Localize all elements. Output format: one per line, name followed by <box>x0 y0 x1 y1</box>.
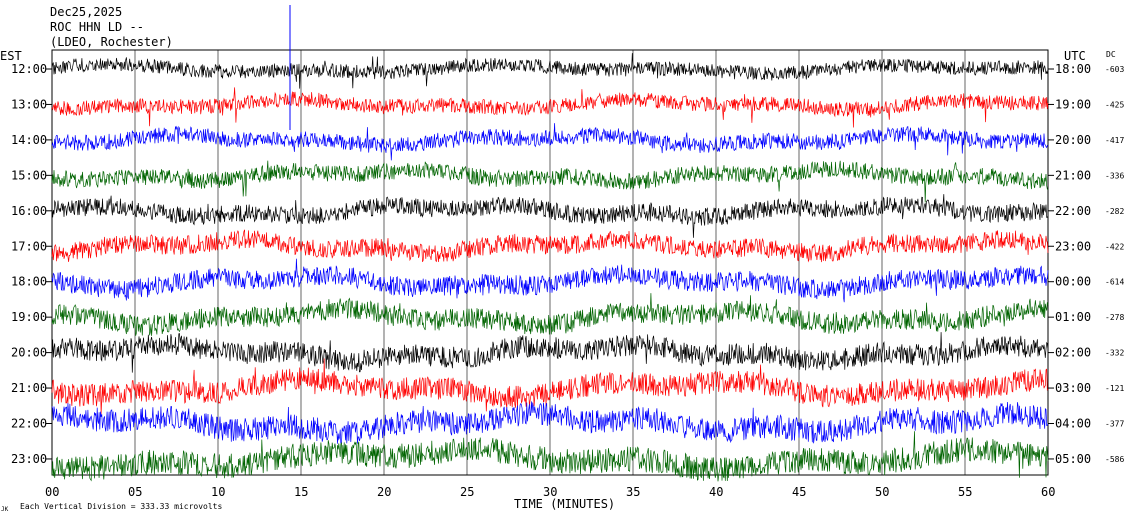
x-tick-10: 10 <box>211 485 225 499</box>
header-station: ROC HHN LD -- <box>50 20 144 34</box>
x-tick-20: 20 <box>377 485 391 499</box>
utc-label: 04:00 <box>1055 417 1091 431</box>
dc-offset-label: -586 <box>1105 455 1124 464</box>
dc-offset-label: -377 <box>1105 420 1124 429</box>
trace-2100 <box>51 358 1049 415</box>
x-tick-35: 35 <box>626 485 640 499</box>
row-labels: 12:00 18:00 -603 13:00 19:00 -425 14:00 20:00 -4… <box>11 62 1124 466</box>
dc-offset-label: -603 <box>1105 65 1124 74</box>
dc-offset-label: -614 <box>1105 278 1124 287</box>
dc-column-title: DC <box>1106 50 1116 59</box>
est-label: 21:00 <box>11 381 47 395</box>
x-tick-60: 60 <box>1041 485 1055 499</box>
utc-label: 21:00 <box>1055 168 1091 182</box>
x-tick-00: 00 <box>45 485 59 499</box>
utc-label: 05:00 <box>1055 452 1091 466</box>
dc-offset-label: -336 <box>1105 171 1124 180</box>
trace-1400 <box>51 123 1049 161</box>
est-label: 12:00 <box>11 62 47 76</box>
utc-label: 00:00 <box>1055 275 1091 289</box>
dc-offset-label: -121 <box>1105 384 1124 393</box>
est-label: 18:00 <box>11 275 47 289</box>
x-tick-05: 05 <box>128 485 142 499</box>
trace-1900 <box>51 293 1049 336</box>
dc-offset-label: -425 <box>1105 100 1124 109</box>
trace-2300 <box>51 431 1049 482</box>
dc-offset-label: -422 <box>1105 242 1124 251</box>
trace-1200 <box>51 53 1049 89</box>
est-label: 14:00 <box>11 133 47 147</box>
x-tick-labels: 00 05 10 15 20 25 30 35 40 45 50 55 60 <box>45 485 1055 499</box>
utc-axis-title: UTC <box>1064 49 1086 63</box>
trace-1500 <box>51 160 1049 203</box>
trace-1600 <box>51 194 1049 238</box>
x-tick-55: 55 <box>958 485 972 499</box>
seismic-traces <box>51 5 1049 482</box>
trace-1300 <box>51 87 1049 128</box>
header-date: Dec25,2025 <box>50 5 122 19</box>
utc-label: 23:00 <box>1055 239 1091 253</box>
utc-label: 03:00 <box>1055 381 1091 395</box>
utc-label: 20:00 <box>1055 133 1091 147</box>
vertical-gridlines <box>51 50 1049 475</box>
scale-note: Each Vertical Division = 333.33 microvol… <box>20 502 222 511</box>
x-tick-50: 50 <box>875 485 889 499</box>
utc-label: 22:00 <box>1055 204 1091 218</box>
dc-offset-label: -278 <box>1105 313 1124 322</box>
x-tick-40: 40 <box>709 485 723 499</box>
trace-1700 <box>51 229 1049 263</box>
utc-label: 18:00 <box>1055 62 1091 76</box>
utc-label: 02:00 <box>1055 346 1091 360</box>
est-label: 13:00 <box>11 97 47 111</box>
utc-label: 01:00 <box>1055 310 1091 324</box>
est-axis-title: EST <box>0 49 22 63</box>
trace-2200 <box>51 401 1049 444</box>
est-label: 15:00 <box>11 168 47 182</box>
trace-2000 <box>51 332 1049 373</box>
dc-offset-label: -332 <box>1105 349 1124 358</box>
trace-1800 <box>51 258 1049 303</box>
est-label: 20:00 <box>11 346 47 360</box>
x-tick-30: 30 <box>543 485 557 499</box>
x-tick-15: 15 <box>294 485 308 499</box>
utc-label: 19:00 <box>1055 97 1091 111</box>
est-label: 17:00 <box>11 239 47 253</box>
x-tick-45: 45 <box>792 485 806 499</box>
x-tick-25: 25 <box>460 485 474 499</box>
est-label: 19:00 <box>11 310 47 324</box>
x-axis-label: TIME (MINUTES) <box>514 497 615 511</box>
est-label: 16:00 <box>11 204 47 218</box>
dc-offset-label: -282 <box>1105 207 1124 216</box>
corner-mark: JK <box>1 506 9 513</box>
est-label: 23:00 <box>11 452 47 466</box>
dc-offset-label: -417 <box>1105 136 1124 145</box>
header-network: (LDEO, Rochester) <box>50 35 173 49</box>
est-label: 22:00 <box>11 417 47 431</box>
